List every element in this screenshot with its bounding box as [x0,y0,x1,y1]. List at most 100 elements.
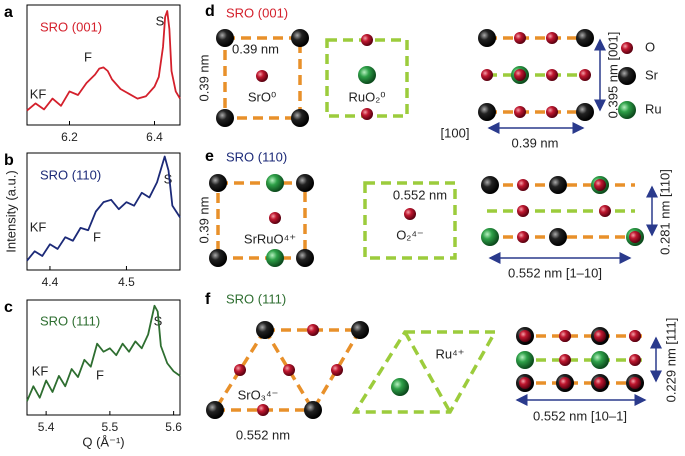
atom [576,29,594,47]
atom [618,67,636,85]
atom [559,354,571,366]
atom [209,249,227,267]
direction: [100] [441,125,470,140]
annotation: F [93,229,101,244]
dashed-line [403,331,452,413]
line [26,155,181,262]
atom [209,174,227,192]
panel-label: c [4,299,13,316]
line [26,10,181,112]
atom [404,208,416,220]
x-tick-label: 4.4 [42,275,59,289]
panel-title: SRO (110) [226,149,287,164]
atom [331,364,343,376]
atom [549,228,567,246]
atom [391,378,409,396]
cell-label: O₂⁴⁻ [396,227,424,242]
y-axis-label: Intensity (a.u.) [3,170,18,252]
cell-label: Ru⁴⁺ [435,346,464,361]
atom [514,69,526,81]
spacing: 0.281 nm [110] [657,169,672,255]
x-tick-label: 5.4 [38,420,55,434]
dashed-line [325,38,409,118]
panel-title: SRO (111) [226,291,286,306]
dashed-line [216,181,307,260]
atom [549,176,567,194]
atom [594,330,606,342]
x-tick-label: 5.5 [102,420,119,434]
atom [266,249,284,267]
atom [283,364,295,376]
atom [594,377,606,389]
atom [269,212,281,224]
atom [576,103,594,121]
atom [621,42,633,54]
atom [478,103,496,121]
chart-title: SRO (110) [40,167,101,182]
atom [216,109,234,127]
atom [361,34,373,46]
atom [559,377,571,389]
atom [629,377,641,389]
plot-frame [26,299,181,416]
atom [594,179,606,191]
dimension: 0.39 nm [232,41,279,56]
atom [519,377,531,389]
cell-label: SrO₃⁴⁻ [238,387,279,402]
atom [478,29,496,47]
atom [351,321,369,339]
atom [546,69,558,81]
atom [629,354,641,366]
dashed-line [363,181,457,260]
annotation: KF [30,219,47,234]
dimension: 0.39 nm [196,55,211,102]
atom [361,108,373,120]
atom [629,330,641,342]
annotation: S [164,171,173,186]
atom [546,32,558,44]
x-tick-label: 5.6 [165,420,182,434]
atom [591,351,609,369]
atom [579,69,591,81]
atom [516,351,534,369]
atom [546,106,558,118]
panel-label: e [205,148,214,165]
atom [307,324,319,336]
atom [519,330,531,342]
legend-label: Sr [645,67,659,82]
atom [481,69,493,81]
dimension: 0.552 nm [393,187,447,202]
atom [304,401,322,419]
atom [517,231,529,243]
panel-label: a [4,4,13,21]
cell-label: RuO₂⁰ [349,89,386,104]
panel-title: SRO (001) [226,5,288,20]
legend-label: O [645,39,655,54]
dashed-line [351,330,498,414]
atom [481,228,499,246]
x-tick-label: 6.4 [146,130,163,144]
chart-title: SRO (111) [40,313,100,328]
cell-label: SrRuO⁴⁺ [244,231,296,246]
atom [358,66,376,84]
atom [291,109,309,127]
atom [206,401,224,419]
atom [216,29,234,47]
atom [266,174,284,192]
atom [514,32,526,44]
atom [517,205,529,217]
x-tick-label: 6.2 [61,130,78,144]
atom [559,330,571,342]
panel-label: f [205,291,211,308]
atom [514,106,526,118]
atom [599,205,611,217]
plot-frame [26,4,181,126]
atom [257,404,269,416]
cell-label: SrO⁰ [248,89,276,104]
atom [618,101,636,119]
period: 0.552 nm [10–1] [533,408,627,423]
diagrams: d SRO (001) 0.39 nm 0.39 nm SrO⁰ RuO₂⁰ 0… [196,3,678,442]
annotation: S [156,13,165,28]
chart-title: SRO (001) [40,19,102,34]
